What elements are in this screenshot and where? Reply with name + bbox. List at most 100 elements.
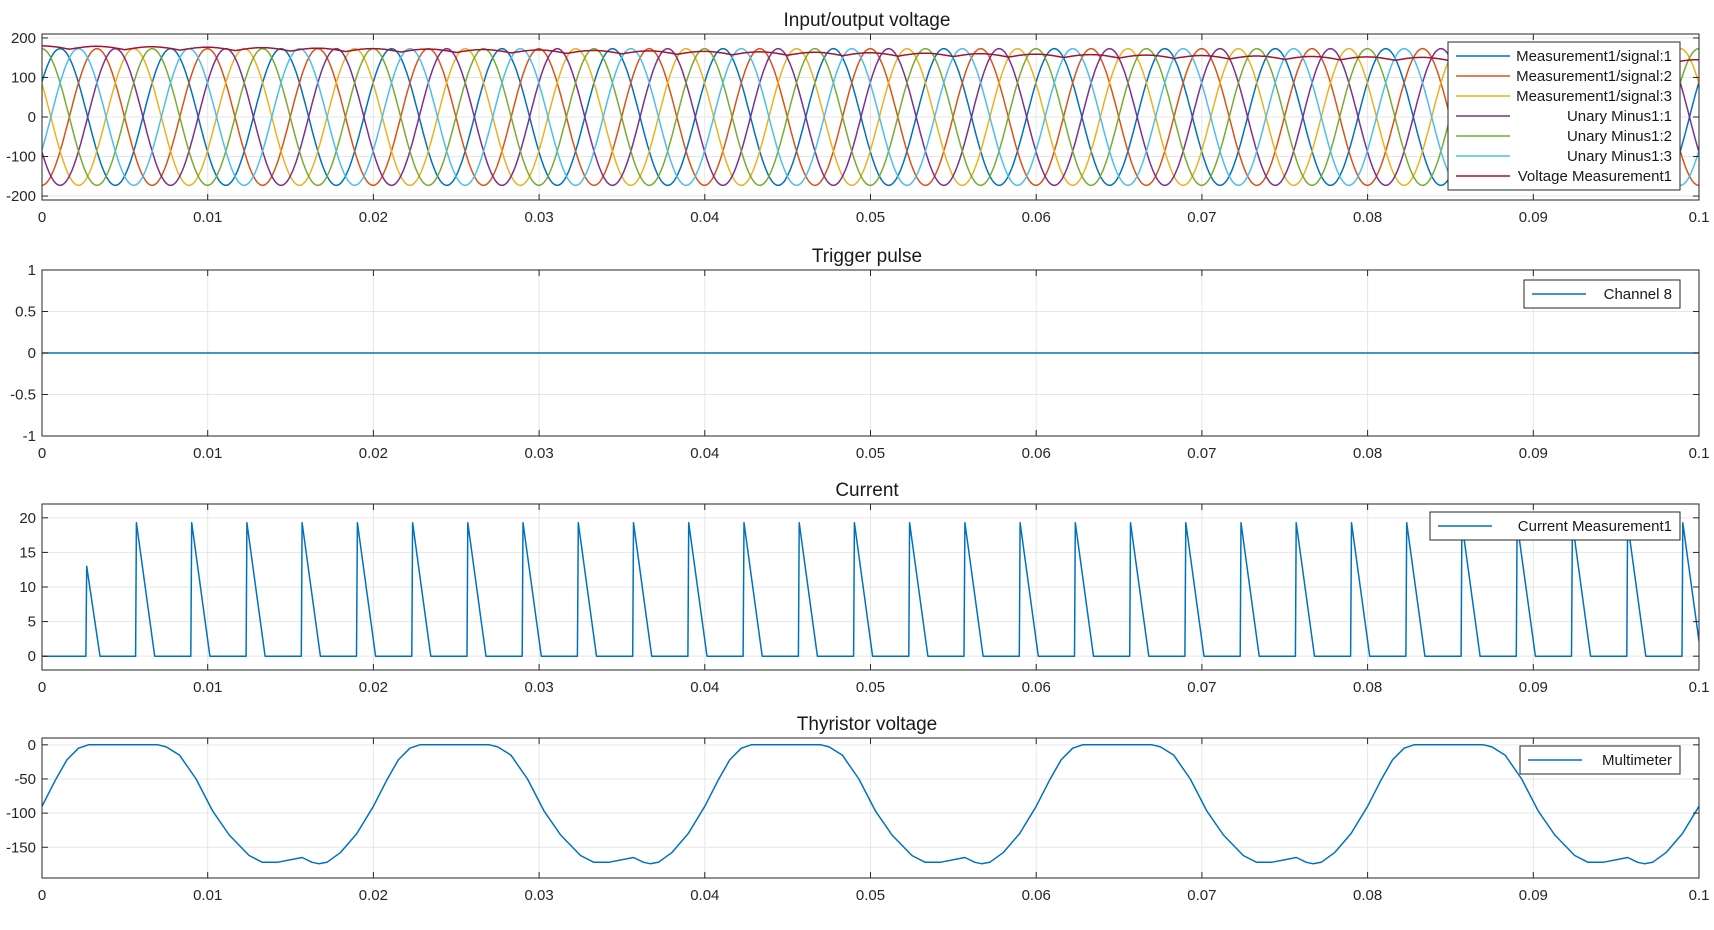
x-tick-label: 0.06 <box>1022 887 1051 904</box>
legend: Channel 8 <box>1523 279 1681 309</box>
series-line-7 <box>42 45 1699 64</box>
y-ticks: -150 -100 -50 0 <box>6 737 1699 856</box>
x-tick-label: 0.07 <box>1187 887 1216 904</box>
x-tick-label: 0.03 <box>524 445 553 462</box>
y-tick-label: -150 <box>6 839 36 856</box>
legend-entry: Unary Minus1:3 <box>1567 148 1672 165</box>
x-tick-label: 0.05 <box>856 679 885 696</box>
x-tick-label: 0.01 <box>193 679 222 696</box>
legend-entry: Voltage Measurement1 <box>1518 168 1672 185</box>
x-tick-label: 0.06 <box>1022 209 1051 226</box>
series-lines <box>42 45 1699 187</box>
series-line-1 <box>42 521 1699 657</box>
x-tick-label: 0 <box>38 445 46 462</box>
legend-entry: Measurement1/signal:2 <box>1516 68 1672 85</box>
x-tick-label: 0.06 <box>1022 445 1051 462</box>
x-tick-label: 0.08 <box>1353 209 1382 226</box>
x-tick-label: 0.04 <box>690 209 719 226</box>
series-lines <box>42 744 1699 865</box>
y-ticks: -1 -0.5 0 0.5 1 <box>10 262 1699 445</box>
x-ticks: 0 0.01 0.02 0.03 0.04 0.05 0.06 0.07 0.08 0.09 0.1 <box>38 738 1710 904</box>
x-tick-label: 0.02 <box>359 679 388 696</box>
plot-title: Input/output voltage <box>784 10 951 31</box>
y-tick-label: 15 <box>19 544 36 561</box>
series-line-3 <box>42 47 1699 187</box>
x-tick-label: 0.01 <box>193 445 222 462</box>
legend: Measurement1/signal:1 Measurement1/signal… <box>1447 41 1681 191</box>
y-tick-label: 0.5 <box>15 304 36 321</box>
legend-entry: Unary Minus1:2 <box>1567 128 1672 145</box>
y-tick-label: -50 <box>14 771 36 788</box>
y-ticks: -200 -100 0 100 200 <box>6 30 1699 205</box>
x-tick-label: 0.04 <box>690 887 719 904</box>
x-tick-label: 0.02 <box>359 209 388 226</box>
x-tick-label: 0.03 <box>524 887 553 904</box>
x-tick-label: 0.02 <box>359 887 388 904</box>
legend-entry: Measurement1/signal:3 <box>1516 88 1672 105</box>
plot-title: Trigger pulse <box>812 246 922 267</box>
y-tick-label: 20 <box>19 510 36 527</box>
y-tick-label: 10 <box>19 579 36 596</box>
y-tick-label: 0 <box>28 737 36 754</box>
x-tick-label: 0.1 <box>1689 887 1710 904</box>
panel-trigger-pulse: Trigger pulse 0 0.01 0.02 0.03 0.04 0.05 0.06 0… <box>10 246 1709 462</box>
x-ticks: 0 0.01 0.02 0.03 0.04 0.05 0.06 0.07 0.08 0.09 0.1 <box>38 504 1710 696</box>
series-lines <box>42 521 1699 657</box>
x-tick-label: 0.09 <box>1519 209 1548 226</box>
plot-title: Thyristor voltage <box>797 714 937 735</box>
x-ticks: 0 0.01 0.02 0.03 0.04 0.05 0.06 0.07 0.08 0.09 0.1 <box>38 34 1710 226</box>
series-line-5 <box>42 47 1699 187</box>
legend-entry: Measurement1/signal:1 <box>1516 48 1672 65</box>
y-tick-label: -200 <box>6 188 36 205</box>
panel-current: Current 0 0.01 0.02 0.03 0.04 0.05 0.06 0.07 0.0… <box>19 480 1709 696</box>
x-tick-label: 0.08 <box>1353 679 1382 696</box>
x-tick-label: 0.1 <box>1689 679 1710 696</box>
y-tick-label: 0 <box>28 109 36 126</box>
x-tick-label: 0 <box>38 887 46 904</box>
y-ticks: 0 5 10 15 20 <box>19 510 1699 665</box>
x-tick-label: 0.05 <box>856 445 885 462</box>
x-tick-label: 0.09 <box>1519 445 1548 462</box>
x-ticks: 0 0.01 0.02 0.03 0.04 0.05 0.06 0.07 0.08 0.09 0.1 <box>38 270 1710 462</box>
x-tick-label: 0.09 <box>1519 887 1548 904</box>
x-tick-label: 0.1 <box>1689 445 1710 462</box>
x-tick-label: 0.01 <box>193 887 222 904</box>
y-tick-label: -100 <box>6 805 36 822</box>
y-tick-label: 100 <box>11 69 36 86</box>
x-tick-label: 0.04 <box>690 679 719 696</box>
y-tick-label: 200 <box>11 30 36 47</box>
x-tick-label: 0.07 <box>1187 679 1216 696</box>
x-tick-label: 0.07 <box>1187 209 1216 226</box>
y-tick-label: 5 <box>28 614 36 631</box>
legend: Multimeter <box>1519 745 1681 775</box>
x-tick-label: 0.09 <box>1519 679 1548 696</box>
legend-entry: Channel 8 <box>1604 286 1672 303</box>
legend-entry: Multimeter <box>1602 752 1672 769</box>
x-tick-label: 0 <box>38 209 46 226</box>
series-line-1 <box>42 744 1699 865</box>
x-tick-label: 0.06 <box>1022 679 1051 696</box>
x-tick-label: 0.08 <box>1353 887 1382 904</box>
x-tick-label: 0.1 <box>1689 209 1710 226</box>
x-tick-label: 0.02 <box>359 445 388 462</box>
panel-input-output-voltage: Input/output voltage 0 0.01 0.02 0.03 0.04 0.… <box>6 10 1709 226</box>
x-tick-label: 0.05 <box>856 209 885 226</box>
x-tick-label: 0 <box>38 679 46 696</box>
y-tick-label: -100 <box>6 149 36 166</box>
y-tick-label: 0 <box>28 648 36 665</box>
legend-entry: Current Measurement1 <box>1518 518 1672 535</box>
y-tick-label: -1 <box>23 428 36 445</box>
legend: Current Measurement1 <box>1429 511 1681 541</box>
x-tick-label: 0.07 <box>1187 445 1216 462</box>
y-tick-label: 1 <box>28 262 36 279</box>
x-tick-label: 0.01 <box>193 209 222 226</box>
panel-thyristor-voltage: Thyristor voltage 0 0.01 0.02 0.03 0.04 0.05 0… <box>6 714 1709 904</box>
x-tick-label: 0.05 <box>856 887 885 904</box>
x-tick-label: 0.03 <box>524 209 553 226</box>
legend-entry: Unary Minus1:1 <box>1567 108 1672 125</box>
grid <box>41 504 1700 670</box>
y-tick-label: 0 <box>28 345 36 362</box>
x-tick-label: 0.04 <box>690 445 719 462</box>
x-tick-label: 0.08 <box>1353 445 1382 462</box>
